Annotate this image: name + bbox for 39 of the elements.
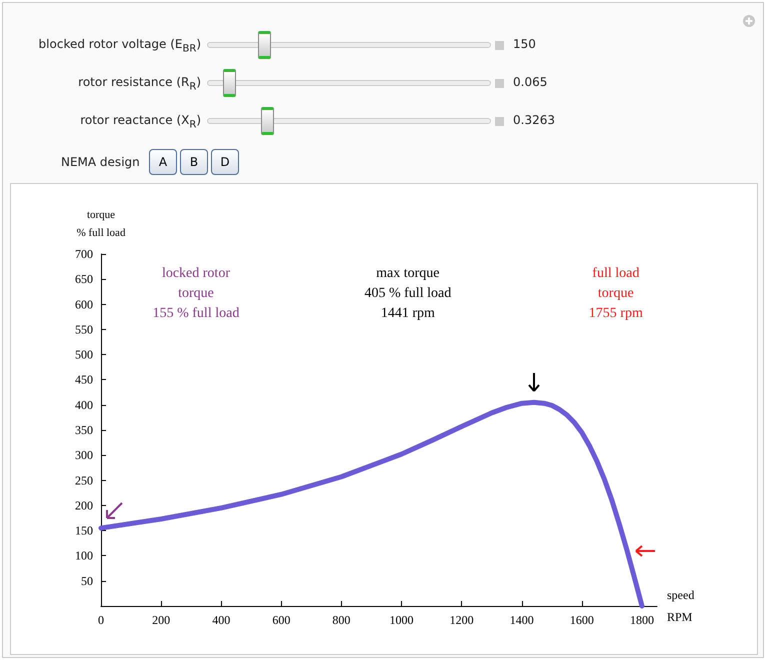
x-tick-label: 400: [212, 613, 230, 627]
text: rotor reactance (X$_{R}$): [79, 113, 201, 130]
x-tick-label: 200: [152, 613, 170, 627]
y-tick-label: 100: [75, 548, 93, 563]
y-tick-label: 150: [75, 524, 93, 538]
x-tick-label: 800: [332, 613, 350, 627]
y-tick-label: 300: [75, 448, 93, 462]
y-axis-title: torque % full load: [76, 209, 126, 239]
x-tick-label: 1000: [390, 613, 414, 627]
text: NEMA design: [61, 155, 140, 169]
text: blocked rotor voltage (E$_{BR}$): [38, 37, 201, 54]
x-tick-label: 1200: [450, 613, 474, 627]
x-tick-label: 0: [98, 613, 104, 627]
y-tick-label: 250: [75, 473, 93, 488]
button: A: [149, 149, 177, 175]
button: B: [180, 149, 208, 175]
y-tick-label: 350: [75, 423, 93, 437]
y-tick-label: 650: [75, 272, 93, 286]
x-tick-label: 1400: [510, 613, 534, 627]
y-tick-label: 450: [75, 372, 93, 387]
x-axis-title: speed RPM: [667, 588, 694, 624]
y-tick-label: 50: [81, 574, 93, 588]
y-tick-label: 550: [75, 322, 93, 336]
x-tick-label: 1600: [570, 613, 594, 627]
x-tick-label: 600: [272, 613, 290, 627]
y-tick-label: 200: [75, 498, 93, 512]
text: rotor resistance (R$_{R}$): [77, 75, 201, 92]
text: 0.3263: [513, 113, 555, 127]
annotation: max torque 405 % full load 1441 rpm: [364, 265, 452, 323]
x-tick-label: 1800: [630, 613, 654, 627]
y-tick-label: 700: [75, 247, 93, 261]
y-tick-label: 500: [75, 348, 93, 362]
text: 0.065: [513, 75, 548, 89]
button: D: [211, 149, 239, 175]
y-tick-label: 600: [75, 297, 93, 312]
y-tick-label: 400: [75, 398, 93, 412]
annotation: locked rotor torque 155 % full load: [152, 265, 240, 323]
text: 150: [513, 37, 536, 51]
annotation: full load torque 1755 rpm: [588, 265, 643, 323]
